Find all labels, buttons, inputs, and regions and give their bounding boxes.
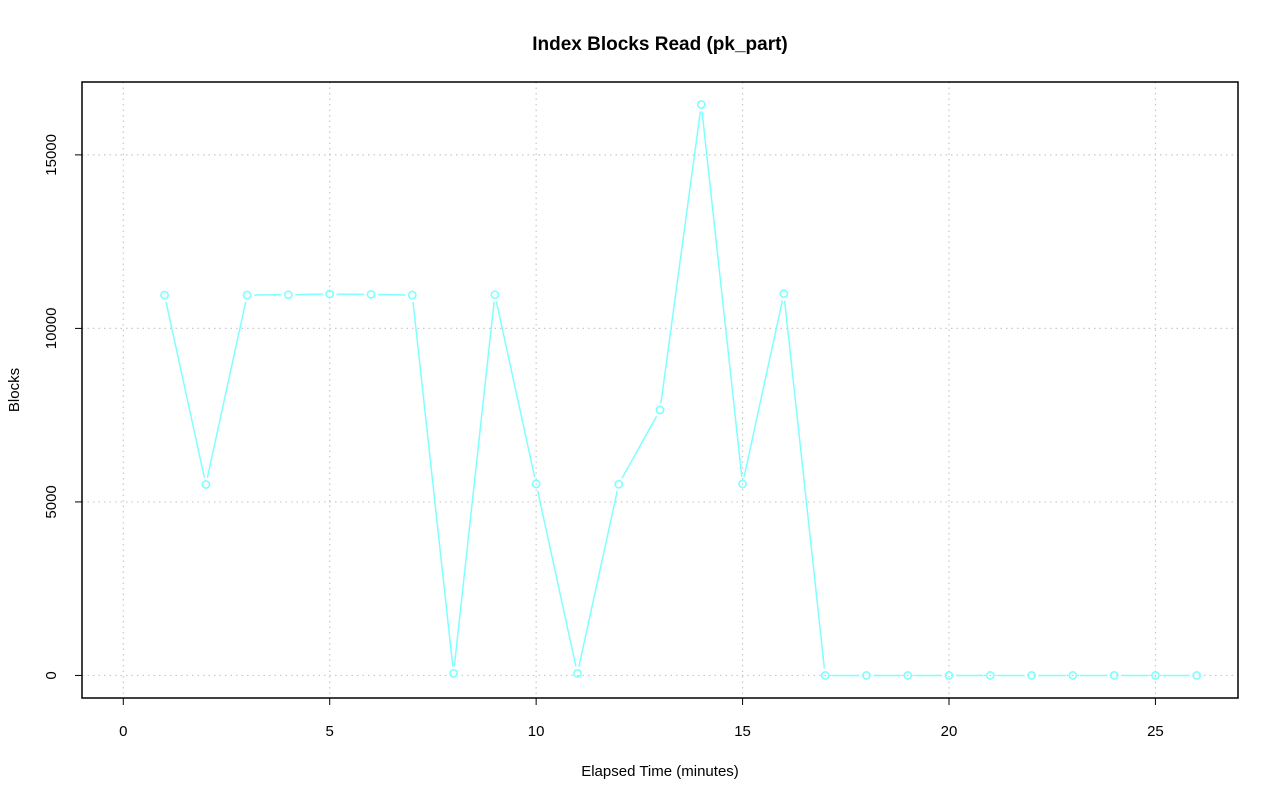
y-tick-label: 15000 bbox=[43, 134, 60, 176]
chart-title: Index Blocks Read (pk_part) bbox=[532, 34, 788, 55]
data-point bbox=[573, 668, 582, 678]
data-point bbox=[696, 100, 706, 109]
data-point bbox=[366, 289, 376, 299]
series-line-segment bbox=[783, 300, 826, 669]
y-tick-label: 5000 bbox=[43, 485, 60, 518]
y-tick-label: 0 bbox=[43, 671, 60, 679]
data-point bbox=[985, 671, 995, 680]
series-line-segment bbox=[701, 111, 743, 477]
series-line-segment bbox=[621, 415, 658, 479]
data-point bbox=[1151, 671, 1160, 680]
x-tick-label: 5 bbox=[326, 723, 334, 740]
series-line-segment bbox=[453, 301, 495, 667]
axes: 0 5 10 15 20 25 0 5000 10000 15000 bbox=[43, 134, 1164, 740]
data-point bbox=[1027, 671, 1036, 680]
x-tick-label: 15 bbox=[734, 723, 751, 740]
data-point bbox=[903, 671, 913, 680]
data-point bbox=[1192, 671, 1202, 680]
y-axis-label: Blocks bbox=[6, 368, 23, 412]
data-point bbox=[820, 671, 830, 680]
series-line-segment bbox=[495, 301, 536, 478]
data-point bbox=[655, 405, 665, 415]
data-point bbox=[160, 290, 169, 300]
data-point bbox=[779, 289, 789, 299]
data-point bbox=[201, 480, 211, 489]
series-line-segment bbox=[412, 301, 454, 667]
data-point bbox=[531, 479, 541, 489]
x-tick-label: 20 bbox=[941, 723, 958, 740]
data-point bbox=[242, 290, 252, 300]
data-point bbox=[1109, 671, 1119, 680]
series-line-segment bbox=[206, 301, 247, 478]
series-line-segment bbox=[165, 301, 206, 478]
series-line-segment bbox=[578, 490, 618, 667]
plot-frame bbox=[81, 81, 1239, 699]
data-point bbox=[862, 671, 871, 680]
x-tick-label: 10 bbox=[528, 723, 545, 740]
data-point bbox=[614, 479, 624, 489]
data-point bbox=[1068, 671, 1078, 680]
x-tick-label: 0 bbox=[119, 723, 127, 740]
grid bbox=[82, 82, 1238, 698]
data-point bbox=[449, 668, 458, 678]
series-line-segment bbox=[743, 300, 784, 478]
data-point bbox=[325, 289, 335, 299]
data-point bbox=[738, 479, 747, 489]
data-point bbox=[490, 290, 500, 300]
series-line-segment bbox=[660, 111, 702, 404]
data-series bbox=[160, 100, 1202, 680]
y-tick-label: 10000 bbox=[43, 308, 60, 350]
x-axis-label: Elapsed Time (minutes) bbox=[581, 763, 739, 780]
data-point bbox=[407, 290, 417, 300]
data-point bbox=[944, 671, 954, 680]
x-tick-label: 25 bbox=[1147, 723, 1164, 740]
data-point bbox=[284, 290, 293, 300]
series-line-segment bbox=[536, 490, 577, 667]
